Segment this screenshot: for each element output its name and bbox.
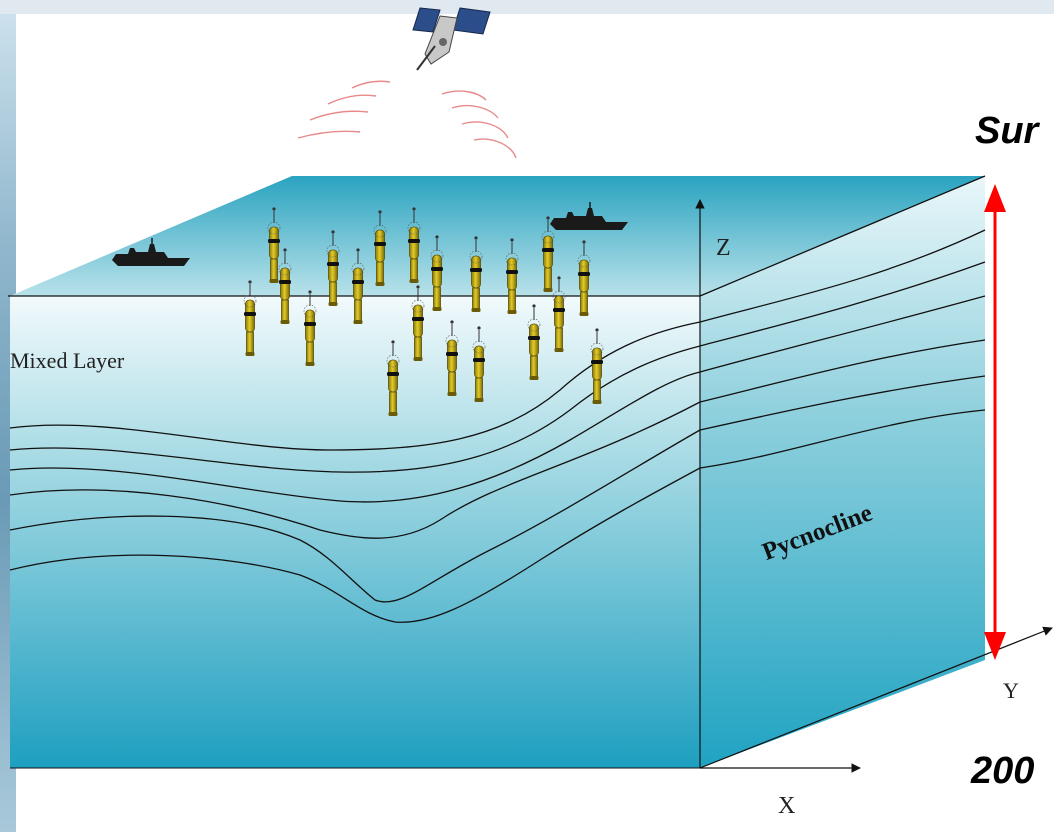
surface-label: Sur: [975, 110, 1039, 152]
x-axis-label: X: [778, 793, 796, 819]
satellite-icon: [412, 7, 491, 71]
isopycnal-lines-front: [9, 321, 701, 623]
signal-wave-icon: [297, 80, 517, 159]
y-axis-label: Y: [1003, 678, 1019, 703]
isopycnal-lines-side: [699, 229, 986, 469]
z-axis-label: Z: [716, 235, 731, 261]
background-top-strip: [0, 0, 1054, 14]
mixed-layer-label: Mixed Layer: [10, 348, 125, 373]
ocean-side-face: [700, 176, 985, 768]
ocean-top-surface: [10, 176, 985, 296]
ocean-front-face: [10, 296, 700, 768]
depth-arrow: [984, 184, 1006, 660]
depth-label: 200: [971, 750, 1035, 792]
surface-edge: [699, 175, 986, 297]
